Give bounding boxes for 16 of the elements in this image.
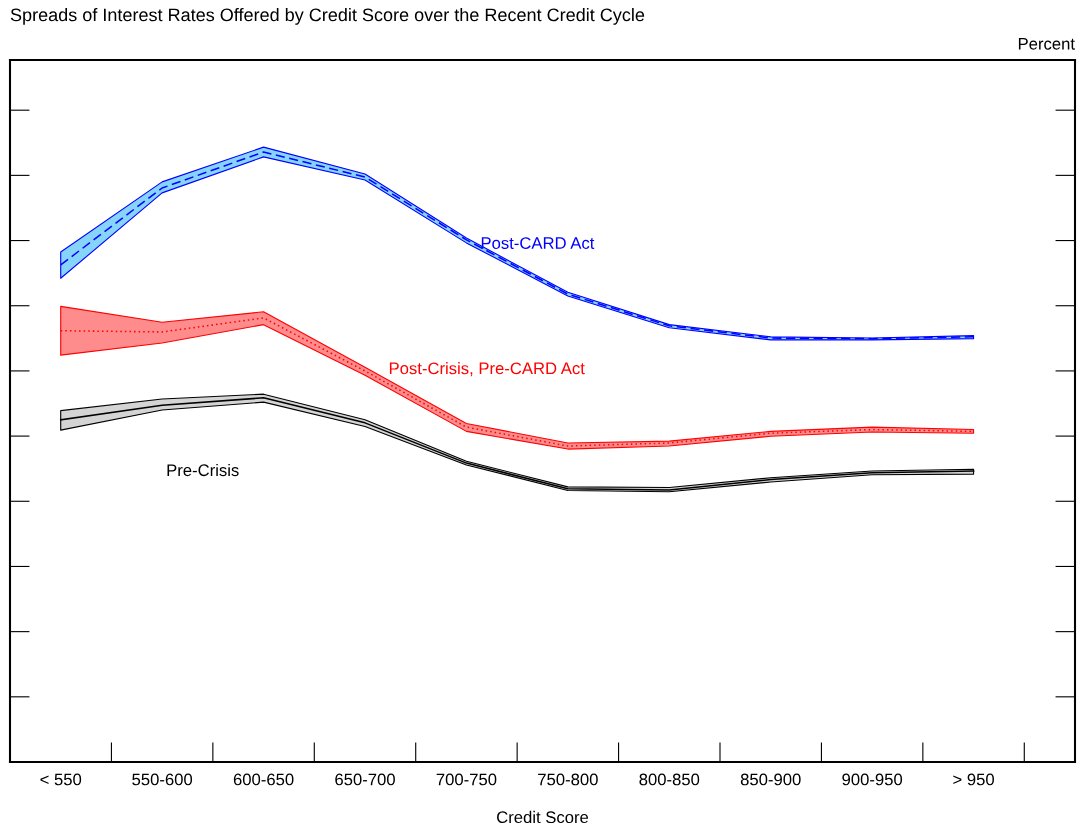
series-label: Post-Crisis, Pre-CARD Act (389, 362, 585, 377)
x-tick-label: 650-700 (335, 773, 395, 786)
x-tick-label: 750-800 (538, 773, 598, 786)
x-tick-label: > 950 (953, 773, 995, 786)
x-tick-label: 700-750 (436, 773, 497, 786)
chart-title: Spreads of Interest Rates Offered by Credit Score over the Recent Credit Cycle (10, 8, 645, 25)
x-tick-label: 550-600 (132, 773, 193, 786)
x-axis-title: Credit Score (497, 810, 589, 824)
text: Pre-Crisis (167, 463, 239, 477)
x-tick-label: 600-650 (233, 773, 294, 786)
x-tick-label: 900-950 (842, 773, 903, 786)
text: Percent (1018, 38, 1075, 50)
series-label: Post-CARD Act (481, 237, 595, 249)
x-tick-label: 800-850 (639, 773, 700, 786)
x-tick-label: < 550 (40, 773, 82, 786)
x-tick-label: 850-900 (740, 773, 801, 786)
